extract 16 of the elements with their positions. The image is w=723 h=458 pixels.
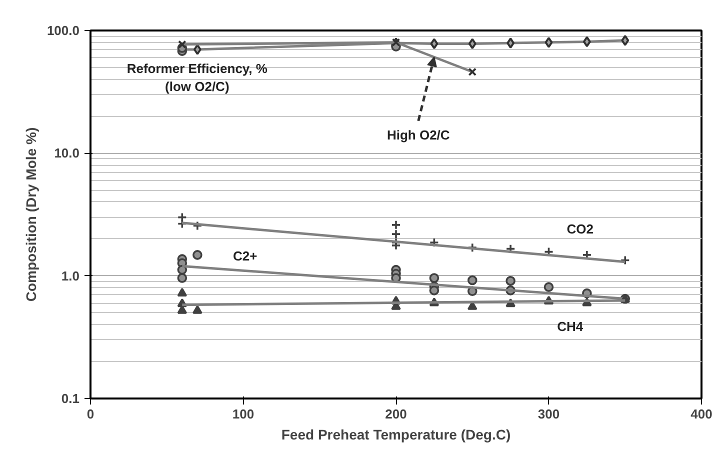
series-label: CO2 (566, 221, 594, 236)
x-tick-label: 400 (690, 406, 712, 422)
y-tick-label: 0.1 (61, 391, 80, 406)
x-axis-title: Feed Preheat Temperature (Deg.C) (281, 426, 511, 442)
x-tick-label: 200 (385, 406, 407, 422)
series-label: Reformer Efficiency, % (low O2/C) (126, 61, 268, 94)
y-tick-label: 1.0 (61, 268, 80, 284)
y-tick-label: 100.0 (46, 23, 80, 38)
series-label: CH4 (557, 318, 584, 334)
y-tick-label: 10.0 (54, 146, 80, 161)
text: High O2/C (386, 127, 450, 142)
y-axis-title: Composition (Dry Mole %) (22, 127, 39, 302)
x-tick-label: 0 (86, 406, 94, 422)
x-tick-label: 300 (538, 406, 560, 422)
series-label: C2+ (233, 248, 258, 264)
x-tick-label: 100 (232, 406, 254, 422)
